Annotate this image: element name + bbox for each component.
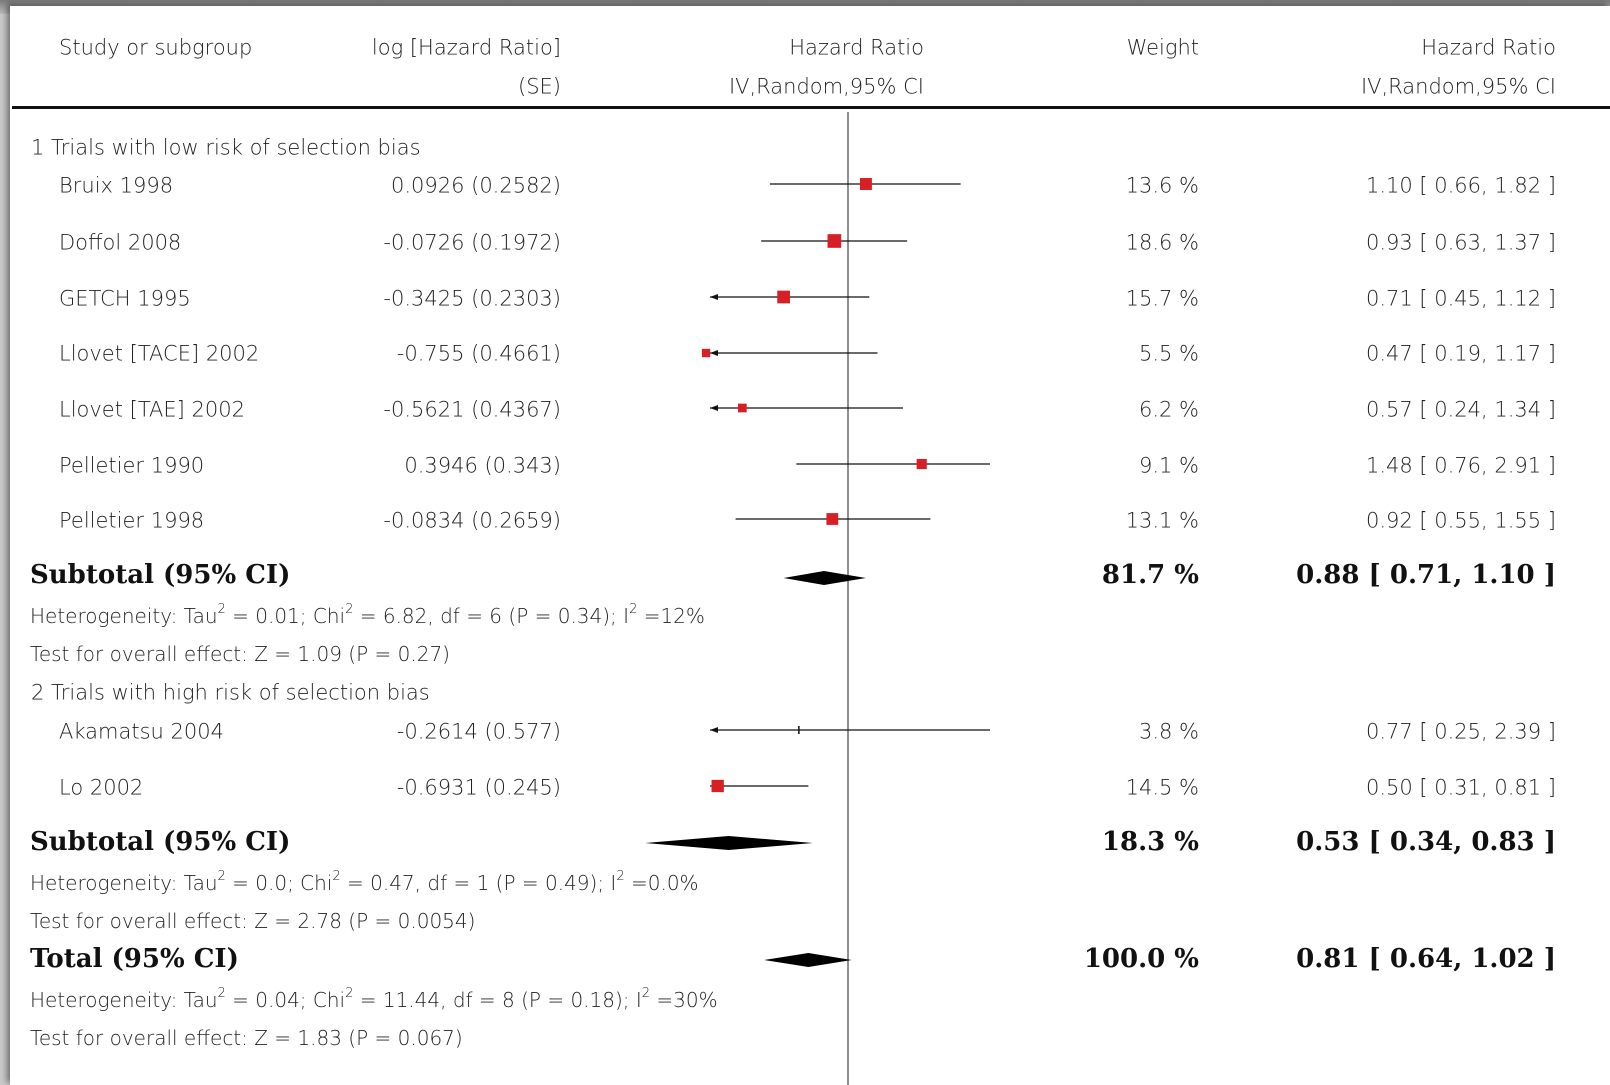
study-loghr: -0.755 (0.4661) — [396, 341, 561, 366]
overall-effect-total: Test for overall effect: Z = 1.83 (P = 0… — [30, 1026, 463, 1050]
subtotal-2-label: Subtotal (95% CI) — [30, 827, 291, 857]
study-square — [711, 779, 724, 793]
subtotal-2-weight: 18.3 % — [1101, 827, 1199, 857]
total-hr-ci: 0.81 [ 0.64, 1.02 ] — [1296, 944, 1556, 974]
header-weight-label: Weight — [1126, 35, 1199, 60]
subtotal-2-hr-ci: 0.53 [ 0.34, 0.83 ] — [1296, 827, 1556, 857]
subtotal-1-hr-ci: 0.88 [ 0.71, 1.10 ] — [1296, 560, 1556, 590]
heterogeneity-1: Heterogeneity: Tau2 = 0.01; Chi2 = 6.82,… — [30, 602, 705, 628]
study-hr-ci: 1.10 [ 0.66, 1.82 ] — [1365, 173, 1556, 198]
study-hr-ci: 0.77 [ 0.25, 2.39 ] — [1365, 719, 1556, 744]
header-rule — [12, 106, 1610, 109]
group-1-title: 1 Trials with low risk of selection bias — [31, 135, 421, 160]
ci-clip-arrow — [710, 727, 718, 733]
total-label: Total (95% CI) — [30, 944, 239, 974]
study-square — [737, 403, 747, 413]
study-square — [826, 513, 839, 525]
study-name: GETCH 1995 — [59, 286, 191, 311]
study-square — [916, 458, 927, 470]
header-hr-text-label: Hazard Ratio — [1421, 35, 1556, 60]
study-loghr: -0.0726 (0.1972) — [383, 230, 561, 255]
study-name: Pelletier 1998 — [59, 508, 205, 533]
heterogeneity-total: Heterogeneity: Tau2 = 0.04; Chi2 = 11.44… — [30, 986, 718, 1012]
forest-plot-frame — [10, 6, 1610, 1085]
study-hr-ci: 0.47 [ 0.19, 1.17 ] — [1365, 341, 1556, 366]
study-hr-ci: 0.57 [ 0.24, 1.34 ] — [1365, 397, 1556, 422]
ci-clip-arrow — [710, 405, 718, 411]
study-square — [859, 178, 872, 190]
study-name: Doffol 2008 — [59, 230, 182, 255]
pooled-diamond — [783, 571, 866, 585]
header-hr-plot-label: Hazard Ratio — [789, 35, 924, 60]
subtotal-1-weight: 81.7 % — [1101, 560, 1199, 590]
study-weight: 13.6 % — [1125, 173, 1199, 198]
group-2-title: 2 Trials with high risk of selection bia… — [31, 680, 430, 705]
header-hr-plot-method: IV,Random,95% CI — [728, 74, 924, 99]
pooled-diamond — [764, 953, 852, 967]
total-weight: 100.0 % — [1083, 944, 1199, 974]
study-square — [827, 234, 842, 248]
overall-effect-1: Test for overall effect: Z = 1.09 (P = 0… — [30, 642, 450, 666]
subtotal-1-label: Subtotal (95% CI) — [30, 560, 291, 590]
overall-effect-2: Test for overall effect: Z = 2.78 (P = 0… — [30, 909, 476, 933]
study-loghr: -0.2614 (0.577) — [396, 719, 561, 744]
study-name: Lo 2002 — [59, 775, 144, 800]
study-name: Akamatsu 2004 — [59, 719, 224, 744]
study-name: Llovet [TACE] 2002 — [59, 341, 260, 366]
study-weight: 9.1 % — [1138, 453, 1199, 478]
study-loghr: 0.0926 (0.2582) — [390, 173, 561, 198]
ci-clip-arrow — [710, 294, 718, 300]
study-loghr: -0.6931 (0.245) — [396, 775, 561, 800]
study-weight: 5.5 % — [1138, 341, 1199, 366]
study-hr-ci: 0.93 [ 0.63, 1.37 ] — [1365, 230, 1556, 255]
heterogeneity-2: Heterogeneity: Tau2 = 0.0; Chi2 = 0.47, … — [30, 869, 699, 895]
study-weight: 13.1 % — [1125, 508, 1199, 533]
study-hr-ci: 0.50 [ 0.31, 0.81 ] — [1365, 775, 1556, 800]
study-loghr: 0.3946 (0.343) — [404, 453, 561, 478]
study-weight: 18.6 % — [1125, 230, 1199, 255]
study-square — [701, 348, 711, 358]
study-loghr: -0.5621 (0.4367) — [383, 397, 561, 422]
study-hr-ci: 0.71 [ 0.45, 1.12 ] — [1365, 286, 1556, 311]
study-loghr: -0.0834 (0.2659) — [383, 508, 561, 533]
study-loghr: -0.3425 (0.2303) — [383, 286, 561, 311]
study-name: Llovet [TAE] 2002 — [59, 397, 245, 422]
study-hr-ci: 0.92 [ 0.55, 1.55 ] — [1365, 508, 1556, 533]
study-name: Pelletier 1990 — [59, 453, 205, 478]
study-name: Bruix 1998 — [59, 173, 174, 198]
header-loghr-label: log [Hazard Ratio] — [371, 35, 561, 60]
study-weight: 3.8 % — [1138, 719, 1199, 744]
study-hr-ci: 1.48 [ 0.76, 2.91 ] — [1365, 453, 1556, 478]
ci-clip-arrow — [710, 350, 718, 356]
study-weight: 14.5 % — [1125, 775, 1199, 800]
header-study-label: Study or subgroup — [59, 35, 253, 60]
pooled-diamond — [645, 836, 813, 850]
study-weight: 6.2 % — [1138, 397, 1199, 422]
study-weight: 15.7 % — [1125, 286, 1199, 311]
header-hr-text-method: IV,Random,95% CI — [1360, 74, 1556, 99]
study-square — [777, 290, 790, 304]
header-se-label: (SE) — [518, 74, 561, 99]
